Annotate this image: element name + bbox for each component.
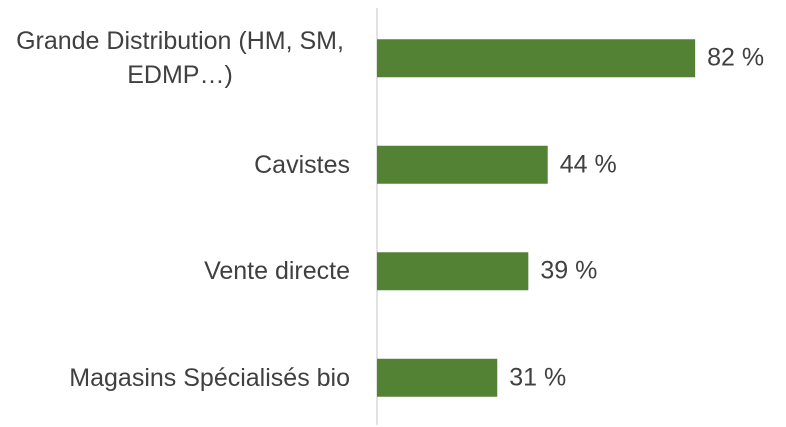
bar	[377, 252, 529, 291]
bar	[377, 39, 696, 78]
value-label: 31 %	[509, 363, 567, 392]
category-label: Grande Distribution (HM, SM, EDMP…)	[10, 24, 350, 92]
category-label: Cavistes	[254, 148, 350, 182]
category-text: Grande Distribution (HM, SM, EDMP…)	[16, 27, 344, 90]
category-text: Cavistes	[254, 150, 350, 179]
category-label: Vente directe	[204, 254, 350, 288]
bar	[377, 145, 548, 184]
category-text: Magasins Spécialisés bio	[69, 363, 350, 392]
bar	[377, 358, 498, 397]
value-label: 44 %	[559, 150, 617, 179]
category-text: Vente directe	[204, 257, 350, 286]
category-label: Magasins Spécialisés bio	[69, 361, 350, 395]
value-label: 39 %	[540, 256, 598, 285]
value-label: 82 %	[707, 43, 765, 72]
